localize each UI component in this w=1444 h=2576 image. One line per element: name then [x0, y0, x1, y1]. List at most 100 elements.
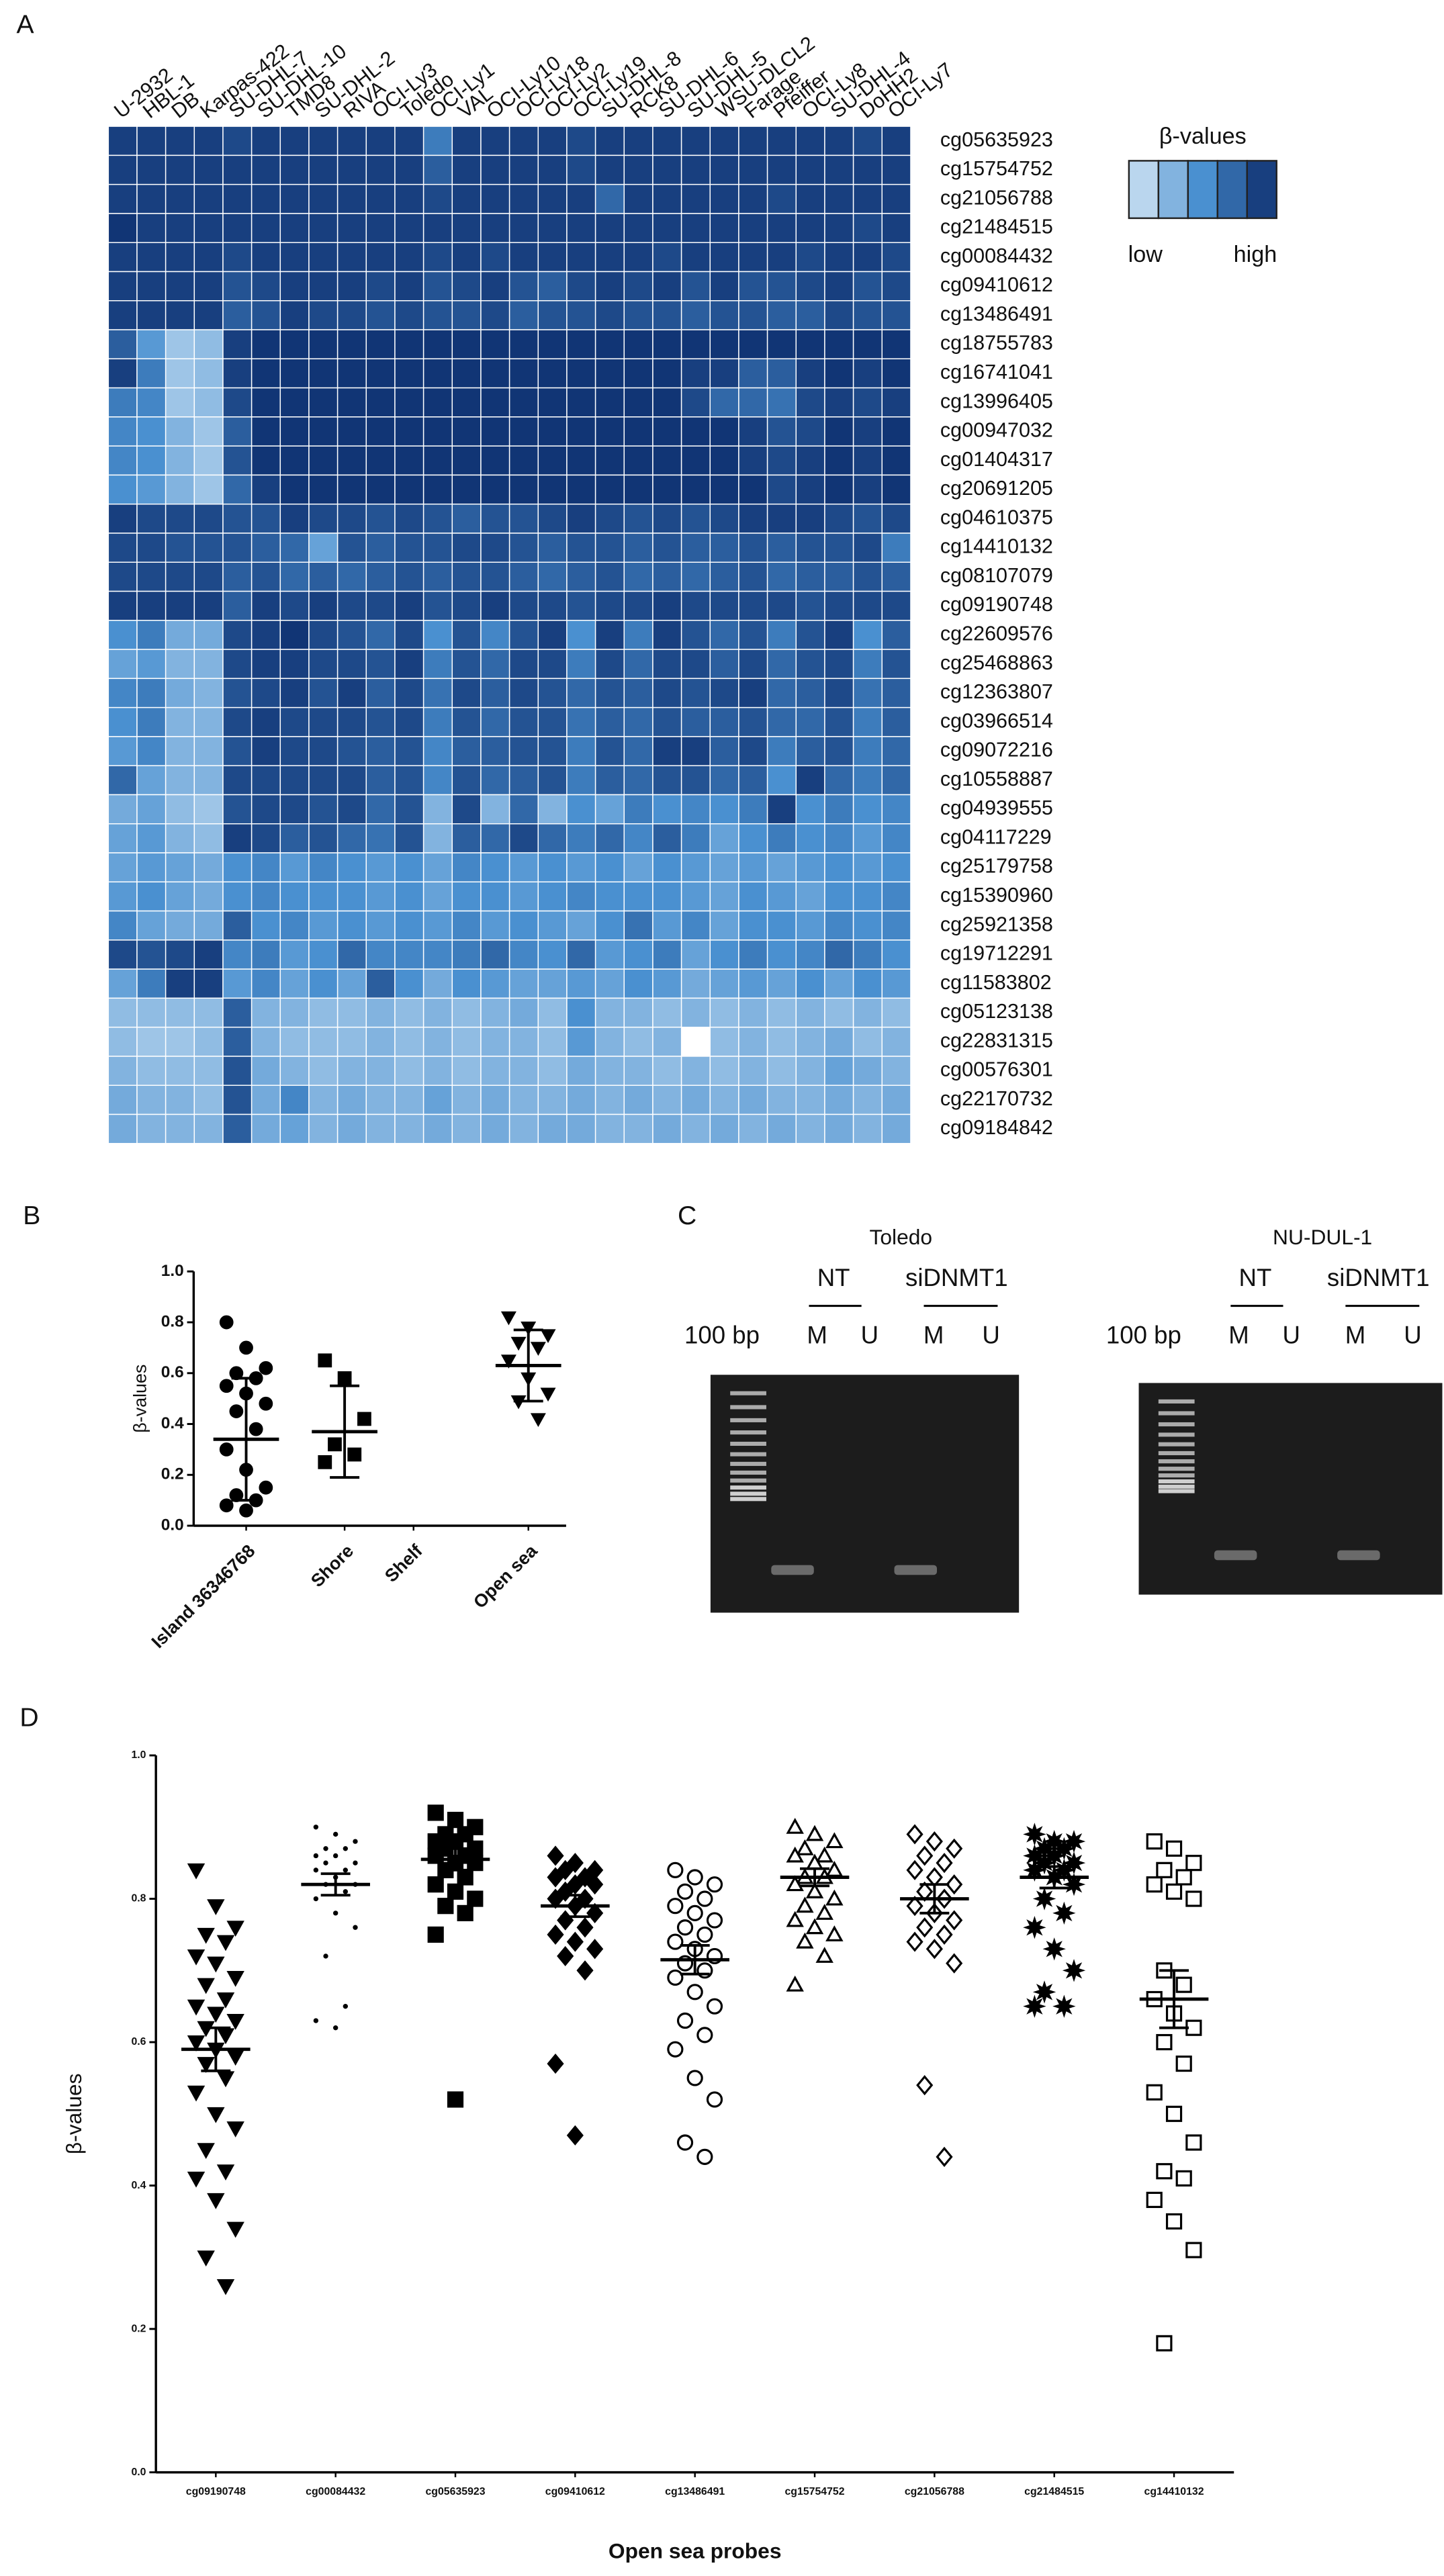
heatmap-cell: [222, 852, 253, 883]
heatmap-cell: [594, 1026, 625, 1057]
data-point: [696, 2148, 713, 2165]
heatmap-cell: [480, 939, 510, 970]
heatmap-cell: [251, 183, 281, 214]
heatmap-cell: [165, 852, 195, 883]
heatmap-cell: [480, 213, 510, 243]
heatmap-cell: [652, 678, 682, 708]
heatmap-cell: [422, 474, 453, 505]
dna-band: [894, 1565, 938, 1575]
heatmap-cell: [193, 242, 224, 273]
x-tick-label: Shore: [307, 1540, 357, 1591]
heatmap-cell: [824, 474, 854, 505]
heatmap-cell: [508, 823, 539, 854]
heatmap-cell: [279, 474, 310, 505]
data-point: [1052, 1837, 1076, 1860]
heatmap-cell: [537, 416, 568, 447]
heatmap-cell: [652, 1113, 682, 1144]
heatmap-cell: [165, 213, 195, 243]
heatmap-cell: [136, 271, 167, 302]
ladder-band: [1158, 1489, 1195, 1493]
data-point: [566, 1874, 584, 1895]
heatmap-cell: [365, 561, 396, 592]
heatmap-cell: [852, 358, 883, 389]
heatmap-cell: [738, 561, 768, 592]
heatmap-cell: [795, 416, 825, 447]
heatmap-cell: [623, 300, 653, 330]
ladder-band: [1158, 1473, 1195, 1478]
heatmap-cell: [279, 678, 310, 708]
y-tick-label: 0.4: [131, 2180, 146, 2191]
heatmap-cell: [738, 881, 768, 912]
heatmap-cell: [480, 242, 510, 273]
data-point: [510, 1336, 527, 1351]
row-label: cg22170732: [940, 1087, 1053, 1110]
heatmap-cell: [566, 1113, 596, 1144]
heatmap-cell: [193, 183, 224, 214]
heatmap-cell: [852, 445, 883, 476]
heatmap-cell: [222, 1026, 253, 1057]
heatmap-cell: [107, 910, 138, 941]
heatmap-cell: [365, 533, 396, 563]
heatmap-cell: [451, 968, 482, 999]
heatmap-cell: [451, 154, 482, 185]
heatmap-cell: [480, 678, 510, 708]
ladder-band: [1158, 1451, 1195, 1455]
heatmap-cell: [652, 416, 682, 447]
heatmap-cell: [623, 213, 653, 243]
heatmap-cell: [738, 1026, 768, 1057]
heatmap-cell: [508, 329, 539, 360]
heatmap-cell: [881, 242, 911, 273]
heatmap-cell: [107, 503, 138, 534]
heatmap-cell: [136, 126, 167, 156]
heatmap-cell: [279, 939, 310, 970]
heatmap-cell: [766, 620, 797, 650]
data-point: [566, 2125, 584, 2146]
heatmap-cell: [193, 620, 224, 650]
data-point: [547, 1867, 564, 1888]
heatmap-cell: [680, 765, 711, 796]
data-point: [540, 1387, 556, 1402]
data-point: [576, 1867, 594, 1888]
data-point: [427, 1804, 444, 1821]
heatmap-cell: [107, 823, 138, 854]
row-label: cg15754752: [940, 157, 1053, 180]
heatmap-cell: [795, 765, 825, 796]
heatmap-cell: [680, 910, 711, 941]
y-tick-label: 0.2: [131, 2323, 146, 2334]
heatmap-cell: [251, 358, 281, 389]
heatmap-cell: [795, 997, 825, 1028]
heatmap-cell: [795, 1056, 825, 1086]
ladder-band: [1158, 1459, 1195, 1464]
x-tick-label: Shelf: [381, 1540, 426, 1586]
heatmap-cell: [566, 126, 596, 156]
data-point: [353, 1860, 358, 1866]
heatmap-cell: [336, 300, 367, 330]
heatmap-cell: [193, 1056, 224, 1086]
heatmap-cell: [308, 823, 339, 854]
heatmap-cell: [336, 910, 367, 941]
heatmap-cell: [279, 126, 310, 156]
data-point: [226, 2221, 244, 2238]
heatmap-cell: [107, 474, 138, 505]
data-point: [1146, 1876, 1163, 1893]
data-point: [187, 2035, 206, 2052]
heatmap-cell: [279, 736, 310, 766]
heatmap-cell: [508, 300, 539, 330]
data-point: [796, 1896, 814, 1913]
heatmap-cell: [222, 329, 253, 360]
row-label: cg14410132: [940, 535, 1053, 558]
heatmap-cell: [594, 649, 625, 680]
heatmap-cell: [508, 706, 539, 737]
heatmap-cell: [251, 242, 281, 273]
data-point: [332, 1831, 339, 1837]
heatmap-cell: [308, 358, 339, 389]
heatmap-cell: [566, 765, 596, 796]
heatmap-cell: [251, 794, 281, 825]
heatmap-cell: [680, 939, 711, 970]
heatmap-cell: [193, 533, 224, 563]
data-point: [946, 1874, 963, 1895]
heatmap-cell: [422, 561, 453, 592]
heatmap-cell: [365, 678, 396, 708]
heatmap-cell: [566, 474, 596, 505]
heatmap-cell: [165, 1113, 195, 1144]
